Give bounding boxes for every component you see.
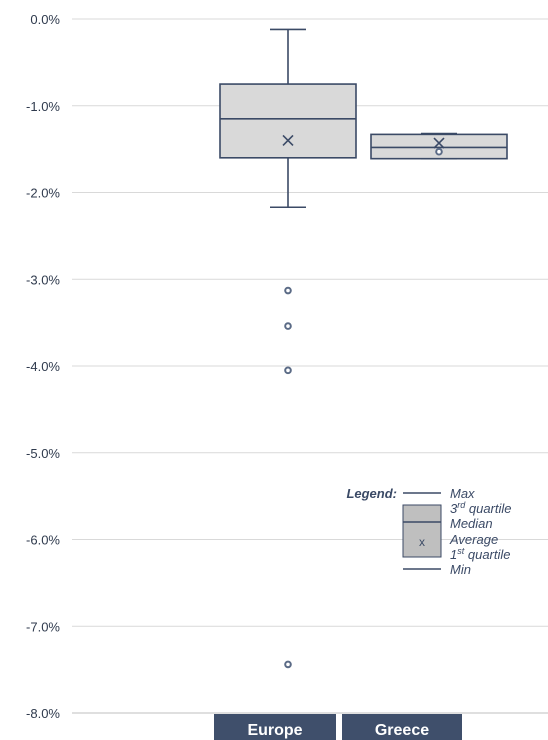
y-tick-label: -5.0% bbox=[26, 446, 60, 461]
legend-mean-marker: x bbox=[419, 535, 425, 549]
legend-box bbox=[402, 504, 442, 558]
legend-q3-sup: rd bbox=[457, 500, 466, 510]
category-tab bbox=[214, 714, 336, 740]
mean-marker bbox=[433, 137, 445, 149]
y-tick-label: -3.0% bbox=[26, 272, 60, 287]
legend-q1-label: 1st quartile bbox=[450, 546, 511, 562]
y-tick-label: -6.0% bbox=[26, 533, 60, 548]
y-tick-label: 0.0% bbox=[30, 12, 60, 27]
category-tab bbox=[342, 714, 462, 740]
mean-marker bbox=[282, 134, 294, 147]
y-tick-label: -8.0% bbox=[26, 706, 60, 721]
outlier-point bbox=[284, 322, 292, 330]
boxes bbox=[219, 28, 508, 669]
legend-q1-num: 1 bbox=[450, 547, 457, 562]
outlier-point bbox=[435, 147, 443, 156]
outlier-point bbox=[284, 286, 292, 295]
legend-q3-num: 3 bbox=[450, 501, 458, 516]
iqr-box bbox=[219, 83, 357, 159]
outlier-point bbox=[284, 366, 292, 375]
legend-q1-sup: st bbox=[457, 546, 465, 556]
category-axis: Europe Greece bbox=[214, 714, 462, 740]
y-tick-label: -2.0% bbox=[26, 186, 60, 201]
outlier-point bbox=[284, 660, 292, 669]
box-greece bbox=[370, 132, 508, 160]
legend-max-label: Max bbox=[450, 486, 475, 501]
legend: Legend: Max x 3rd quartile Median Averag… bbox=[346, 486, 511, 577]
gridlines bbox=[72, 18, 548, 627]
y-axis-ticks: 0.0% -1.0% -2.0% -3.0% -4.0% -5.0% -6.0% -7.0% -… bbox=[26, 12, 60, 721]
y-tick-label: -1.0% bbox=[26, 99, 60, 114]
legend-average-label: Average bbox=[449, 532, 498, 547]
legend-median-label: Median bbox=[450, 516, 493, 531]
category-label: Greece bbox=[375, 722, 429, 739]
y-tick-label: -7.0% bbox=[26, 619, 60, 634]
legend-q3-rest: quartile bbox=[465, 501, 511, 516]
legend-q1-rest: quartile bbox=[464, 547, 510, 562]
legend-min-label: Min bbox=[450, 562, 471, 577]
category-label: Europe bbox=[247, 722, 302, 739]
legend-q3-label: 3rd quartile bbox=[450, 500, 512, 516]
y-tick-label: -4.0% bbox=[26, 359, 60, 374]
box-europe bbox=[219, 28, 357, 669]
legend-title: Legend: bbox=[346, 486, 397, 501]
